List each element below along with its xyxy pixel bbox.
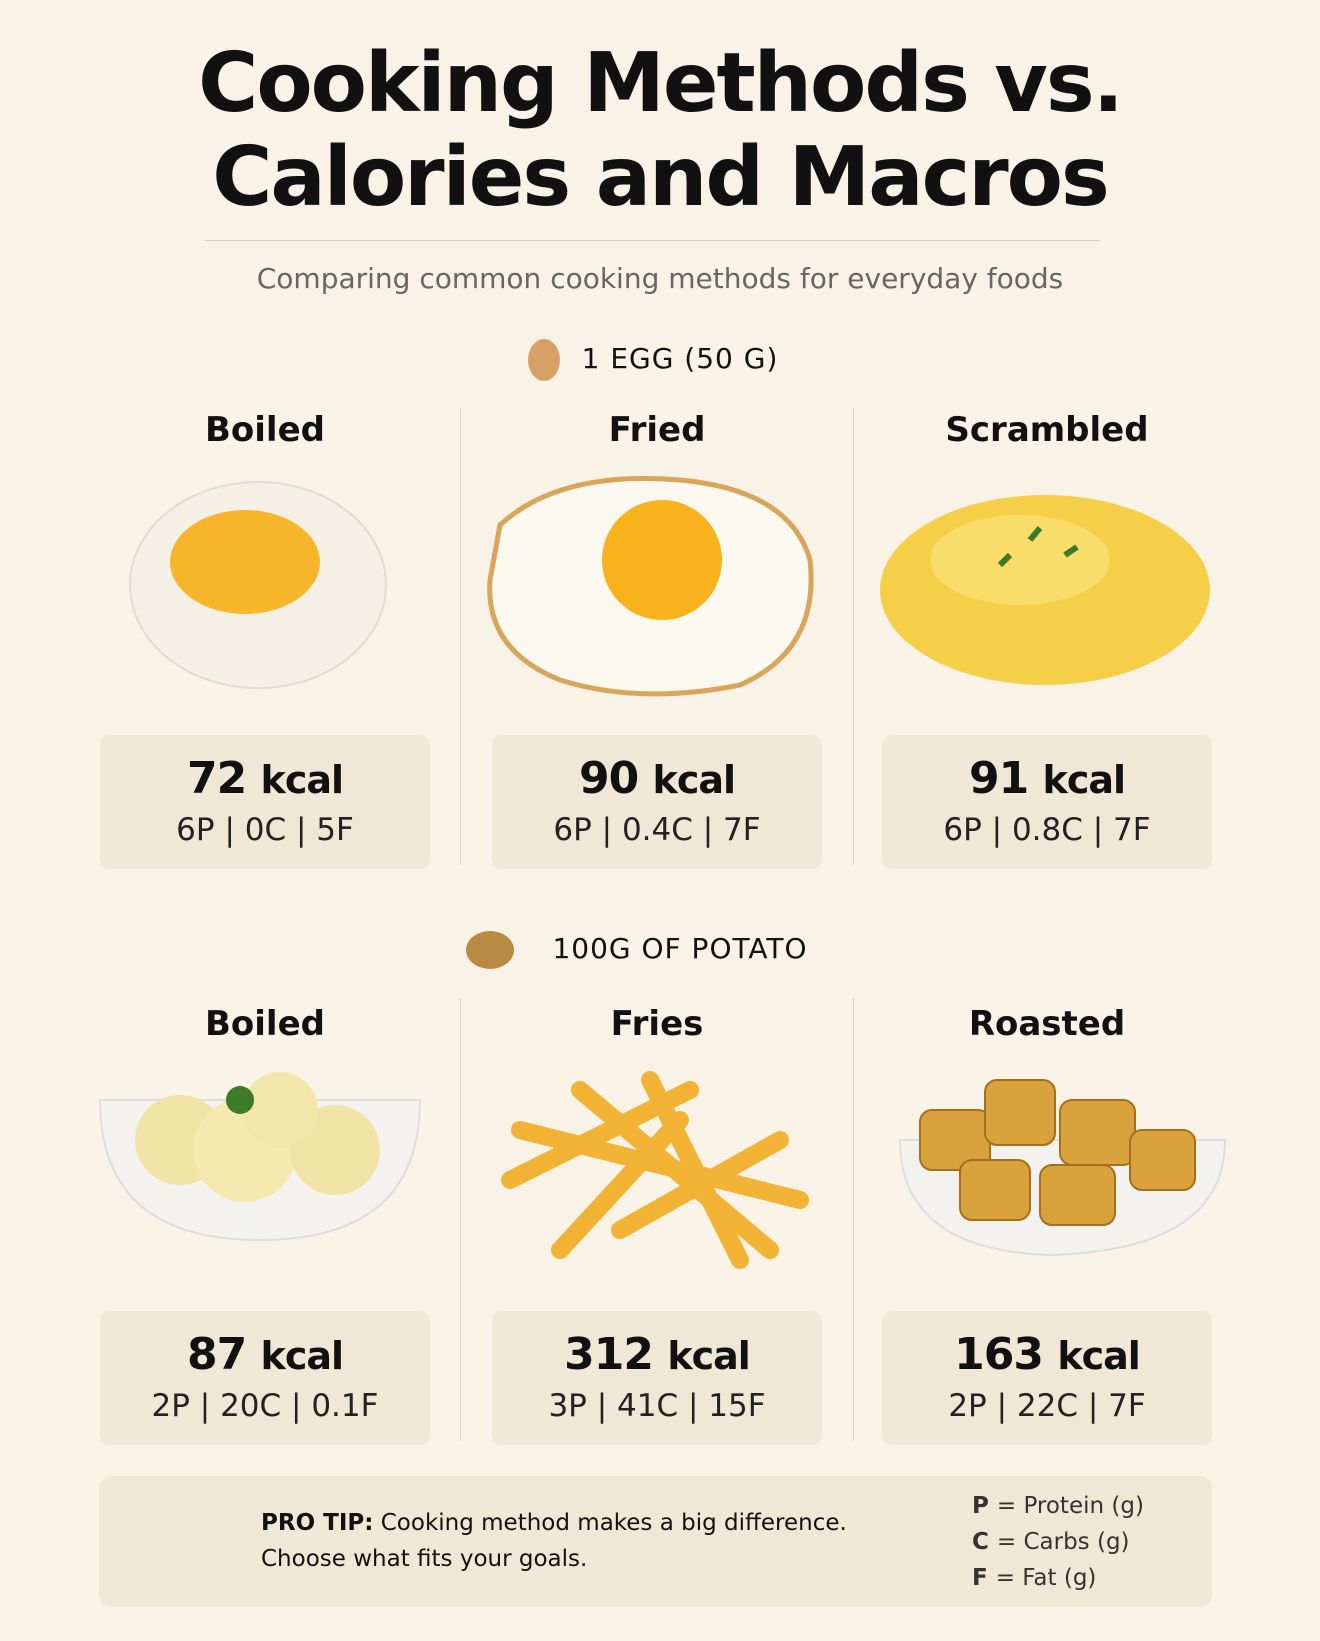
legend-text: = Protein (g) [996, 1493, 1144, 1519]
tip-label: PRO TIP: [261, 1510, 374, 1536]
macros: 6P | 0.4C | 7F [553, 812, 761, 848]
calories: 72 kcal [100, 753, 430, 804]
legend-key: C [972, 1529, 989, 1555]
calories: 312 kcal [492, 1329, 822, 1380]
divider [205, 240, 1100, 241]
kcal-value: 163 [954, 1329, 1044, 1380]
method-name: Fries [610, 1004, 704, 1044]
kcal-value: 91 [968, 753, 1029, 804]
macros: 2P | 20C | 0.1F [151, 1388, 379, 1424]
calories: 87 kcal [100, 1329, 430, 1380]
calories: 163 kcal [882, 1329, 1212, 1380]
column-divider [853, 998, 854, 1441]
legend-key: F [972, 1565, 988, 1591]
macros: 3P | 41C | 15F [548, 1388, 766, 1424]
kcal-unit: kcal [667, 1334, 750, 1378]
section-label-text: 100G OF POTATO [552, 931, 808, 965]
title-line: Cooking Methods vs. [198, 36, 1124, 131]
method-name: Boiled [205, 410, 325, 450]
kcal-unit: kcal [260, 758, 344, 802]
column-divider [460, 998, 461, 1441]
kcal-unit: kcal [1042, 758, 1126, 802]
macros: 6P | 0C | 5F [176, 812, 354, 848]
nutrition-card: 312 kcal 3P | 41C | 15F [492, 1311, 822, 1445]
tip-line: Cooking method makes a big difference. [380, 1510, 847, 1536]
kcal-unit: kcal [652, 758, 736, 802]
kcal-unit: kcal [260, 1334, 344, 1378]
nutrition-card: 87 kcal 2P | 20C | 0.1F [100, 1311, 430, 1445]
legend-row: F = Fat (g) [972, 1560, 1144, 1596]
tip-line: Choose what fits your goals. [261, 1546, 588, 1572]
macros: 2P | 22C | 7F [948, 1388, 1146, 1424]
subtitle: Comparing common cooking methods for eve… [256, 262, 1064, 295]
nutrition-card: 90 kcal 6P | 0.4C | 7F [492, 735, 822, 869]
kcal-value: 312 [564, 1329, 654, 1380]
nutrition-card: 163 kcal 2P | 22C | 7F [882, 1311, 1212, 1445]
legend: P = Protein (g) C = Carbs (g) F = Fat (g) [972, 1488, 1144, 1596]
calories: 90 kcal [492, 753, 822, 804]
tip-box [99, 1476, 1212, 1607]
method-name: Scrambled [945, 410, 1149, 450]
section-label: 1 EGG (50 G) [0, 340, 1320, 375]
column-divider [853, 408, 854, 865]
legend-key: P [972, 1493, 989, 1519]
legend-text: = Carbs (g) [996, 1529, 1130, 1555]
kcal-value: 87 [186, 1329, 247, 1380]
legend-row: C = Carbs (g) [972, 1524, 1144, 1560]
kcal-value: 90 [578, 753, 639, 804]
macros: 6P | 0.8C | 7F [943, 812, 1151, 848]
column-divider [460, 408, 461, 865]
section-label: 100G OF POTATO [0, 930, 1320, 965]
tip-text: PRO TIP: Cooking method makes a big diff… [261, 1505, 847, 1577]
method-name: Boiled [205, 1004, 325, 1044]
legend-row: P = Protein (g) [972, 1488, 1144, 1524]
section-label-text: 1 EGG (50 G) [581, 341, 779, 375]
method-name: Roasted [968, 1004, 1126, 1044]
legend-text: = Fat (g) [995, 1565, 1097, 1591]
nutrition-card: 91 kcal 6P | 0.8C | 7F [882, 735, 1212, 869]
kcal-value: 72 [186, 753, 247, 804]
kcal-unit: kcal [1057, 1334, 1140, 1378]
calories: 91 kcal [882, 753, 1212, 804]
title-line: Calories and Macros [212, 130, 1110, 225]
method-name: Fried [608, 410, 706, 450]
nutrition-card: 72 kcal 6P | 0C | 5F [100, 735, 430, 869]
